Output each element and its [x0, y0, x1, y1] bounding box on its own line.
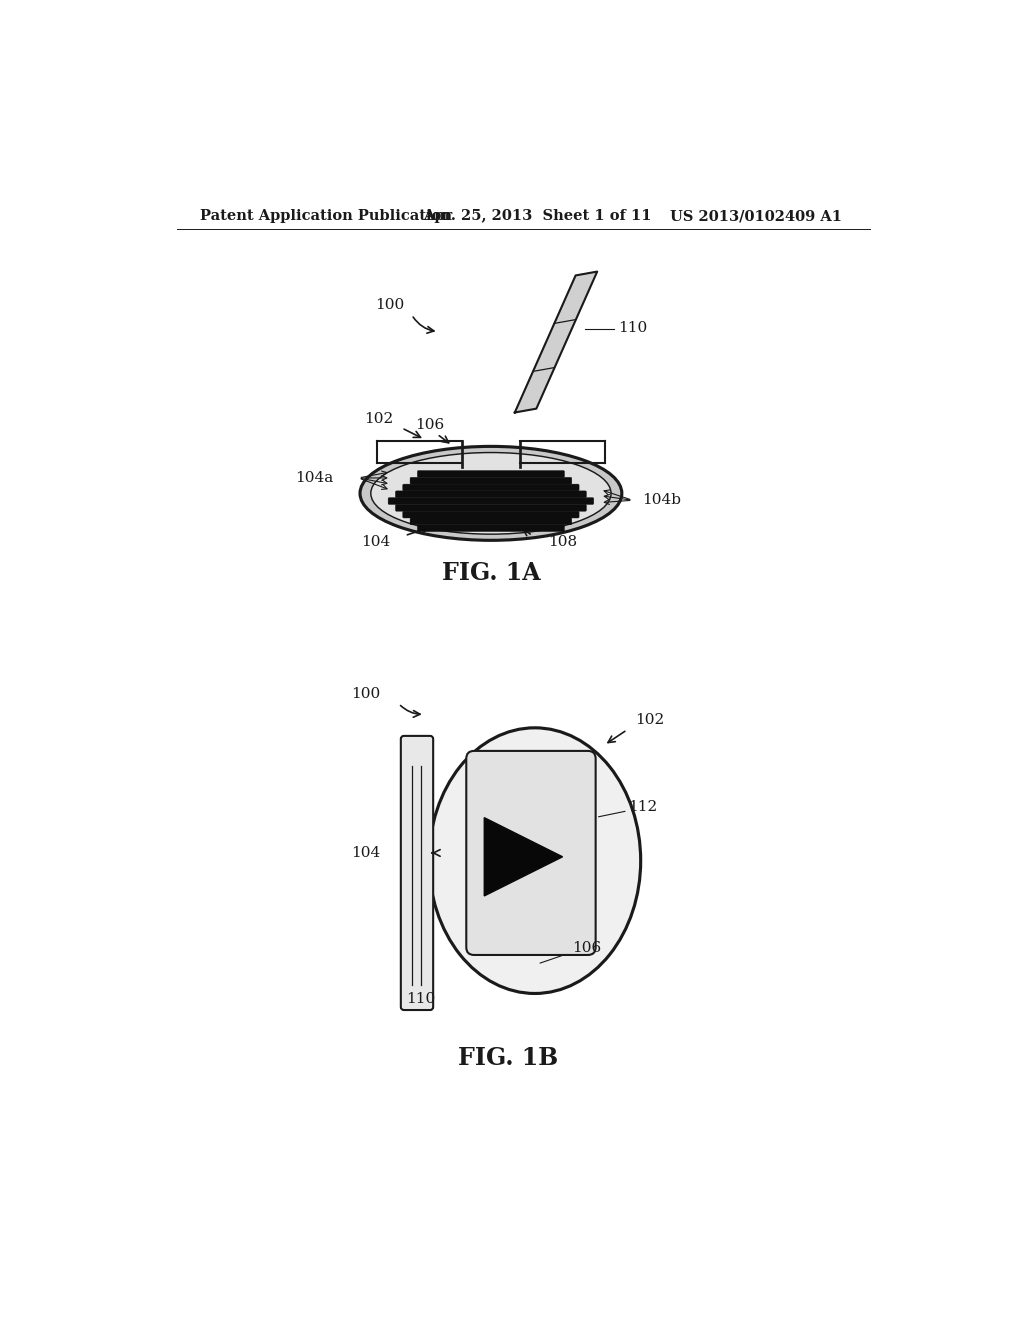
FancyBboxPatch shape	[466, 751, 596, 954]
Polygon shape	[484, 817, 562, 896]
FancyBboxPatch shape	[410, 517, 571, 525]
FancyBboxPatch shape	[402, 511, 580, 517]
Ellipse shape	[429, 727, 641, 994]
Ellipse shape	[371, 453, 611, 535]
FancyBboxPatch shape	[418, 525, 564, 532]
FancyBboxPatch shape	[388, 498, 594, 504]
Text: 108: 108	[548, 535, 578, 549]
Text: 104a: 104a	[295, 471, 333, 484]
Text: 102: 102	[635, 714, 665, 727]
Text: 106: 106	[572, 941, 602, 956]
FancyBboxPatch shape	[395, 491, 587, 498]
FancyBboxPatch shape	[400, 737, 433, 1010]
Ellipse shape	[360, 446, 622, 540]
Text: 100: 100	[375, 298, 403, 312]
Text: 104: 104	[351, 846, 380, 859]
FancyBboxPatch shape	[395, 504, 587, 511]
Text: 104b: 104b	[643, 494, 682, 507]
FancyBboxPatch shape	[402, 484, 580, 491]
Text: FIG. 1B: FIG. 1B	[458, 1045, 558, 1069]
Text: 110: 110	[407, 993, 435, 1006]
Text: Apr. 25, 2013  Sheet 1 of 11: Apr. 25, 2013 Sheet 1 of 11	[423, 209, 651, 223]
Text: 112: 112	[628, 800, 657, 813]
Text: 102: 102	[364, 412, 393, 425]
Text: FIG. 1A: FIG. 1A	[441, 561, 541, 585]
Text: 106: 106	[415, 418, 444, 432]
Text: 100: 100	[351, 688, 380, 701]
Polygon shape	[515, 272, 597, 412]
Text: 110: 110	[617, 321, 647, 335]
Text: Patent Application Publication: Patent Application Publication	[200, 209, 452, 223]
Text: US 2013/0102409 A1: US 2013/0102409 A1	[670, 209, 842, 223]
FancyBboxPatch shape	[410, 478, 571, 484]
Text: 104: 104	[360, 535, 390, 549]
FancyBboxPatch shape	[418, 470, 564, 478]
